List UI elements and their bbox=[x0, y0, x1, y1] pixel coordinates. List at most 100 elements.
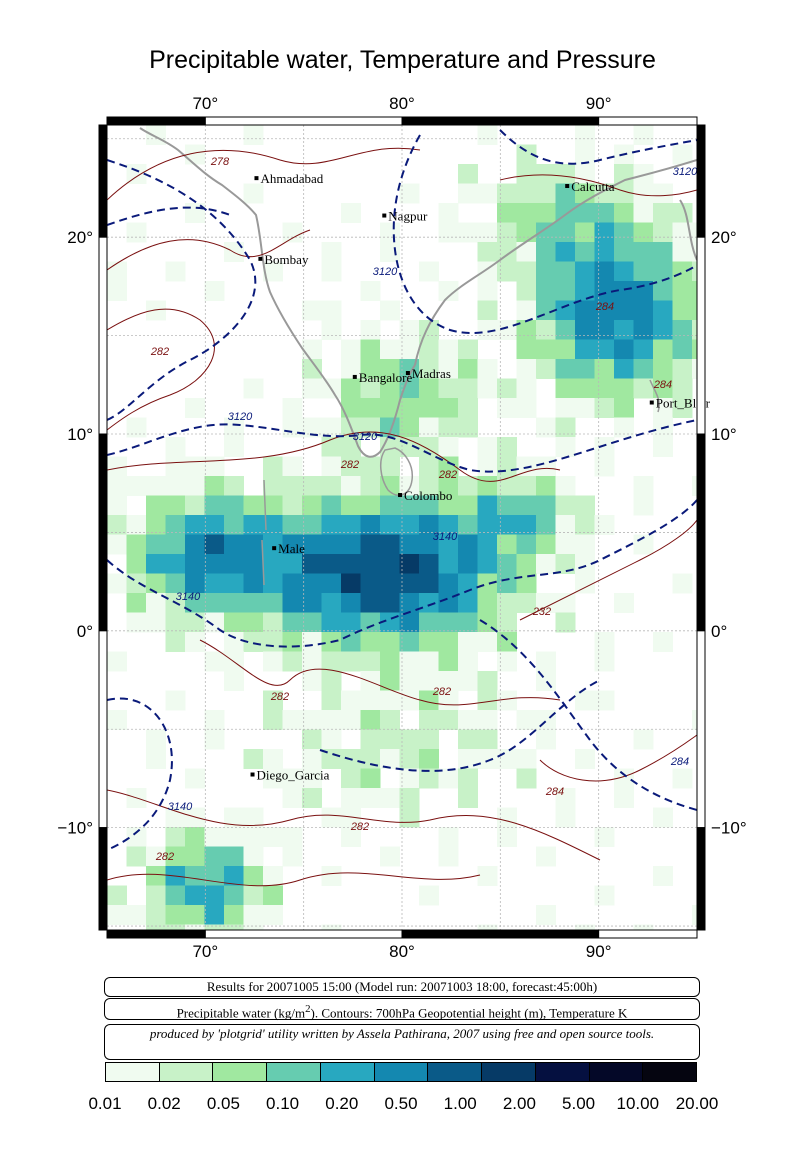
pw-cell bbox=[614, 261, 634, 282]
pw-cell bbox=[263, 749, 283, 769]
pw-cell bbox=[399, 768, 420, 789]
pw-cell bbox=[614, 320, 634, 340]
pw-cell bbox=[360, 729, 381, 750]
pw-cell bbox=[575, 125, 595, 145]
lat-label-left: 0° bbox=[77, 622, 93, 641]
pw-cell bbox=[477, 281, 498, 301]
pw-cell bbox=[419, 573, 439, 594]
pw-cell bbox=[575, 339, 595, 360]
pw-cell bbox=[653, 339, 673, 360]
pw-cell bbox=[185, 905, 205, 925]
axis-tick-labels: 70° 70° 80° 80° 90° 90° 20° 20° 10° 10° 0° 0° −10° −1… bbox=[57, 94, 746, 960]
pw-cell bbox=[555, 534, 576, 555]
legend-caption-prefix: Precipitable water (kg/m bbox=[176, 1005, 306, 1021]
pw-cell bbox=[516, 515, 537, 535]
pw-cell bbox=[185, 768, 205, 789]
lon-label-top: 80° bbox=[389, 94, 415, 113]
pw-cell bbox=[614, 359, 634, 379]
pw-cell bbox=[594, 690, 615, 711]
pw-cell bbox=[165, 612, 186, 633]
pw-cell bbox=[341, 788, 361, 808]
pw-cell bbox=[555, 612, 576, 633]
pw-cell bbox=[146, 593, 166, 613]
frame-segment-left bbox=[98, 827, 108, 931]
pw-cell bbox=[380, 456, 400, 477]
pw-cell bbox=[497, 261, 517, 282]
pw-cell bbox=[224, 495, 244, 516]
pw-cell bbox=[302, 515, 322, 535]
pw-cell bbox=[224, 554, 244, 574]
pw-cell bbox=[126, 827, 147, 847]
pw-cell bbox=[204, 495, 225, 516]
pw-cell bbox=[399, 476, 420, 496]
contour-lines bbox=[107, 129, 697, 887]
colorbar-tick-label: 0.01 bbox=[88, 1094, 122, 1113]
pw-cell bbox=[243, 749, 264, 769]
pw-cell bbox=[243, 183, 264, 204]
pw-cell bbox=[185, 573, 205, 594]
pw-cell bbox=[575, 359, 595, 379]
pw-cell bbox=[399, 690, 420, 711]
lon-label-bottom: 90° bbox=[586, 942, 612, 960]
pw-cell bbox=[594, 339, 615, 360]
city-label: Ahmadabad bbox=[260, 171, 323, 186]
colorbar-swatch bbox=[535, 1063, 590, 1081]
pw-cell bbox=[438, 632, 459, 652]
city-label: Colombo bbox=[404, 488, 452, 503]
pw-cell bbox=[321, 417, 342, 438]
pw-cell bbox=[555, 300, 576, 321]
pw-cell bbox=[555, 554, 576, 574]
pw-cell bbox=[477, 378, 498, 399]
pw-cell bbox=[321, 476, 342, 496]
pw-cell bbox=[224, 593, 244, 613]
pw-cell bbox=[204, 905, 225, 925]
pw-cell bbox=[419, 554, 439, 574]
colorbar-swatch bbox=[106, 1063, 160, 1081]
pw-cell bbox=[477, 300, 498, 321]
pw-cell bbox=[594, 651, 615, 672]
pw-cell bbox=[458, 729, 478, 750]
pw-cell bbox=[419, 729, 439, 750]
pw-cell bbox=[575, 573, 595, 594]
pw-cell bbox=[614, 183, 634, 204]
pw-cell bbox=[399, 612, 420, 633]
pw-cell bbox=[458, 183, 478, 204]
pw-cell bbox=[536, 164, 556, 184]
pw-cell bbox=[263, 495, 283, 516]
pw-cell bbox=[419, 651, 439, 672]
colorbar-tick-label: 0.10 bbox=[266, 1094, 300, 1113]
pw-cell bbox=[653, 866, 673, 886]
pw-cell bbox=[360, 612, 381, 633]
pw-cell bbox=[302, 593, 322, 613]
pw-cell bbox=[321, 729, 342, 750]
pw-cell bbox=[126, 534, 147, 555]
pw-cell bbox=[575, 261, 595, 282]
pw-cell bbox=[204, 612, 225, 633]
pw-cell bbox=[243, 515, 264, 535]
pw-cell bbox=[165, 690, 186, 711]
pw-cell bbox=[263, 866, 283, 886]
pw-cell bbox=[477, 573, 498, 594]
pw-cell bbox=[555, 281, 576, 301]
pw-cell bbox=[224, 612, 244, 633]
pw-cell bbox=[282, 827, 303, 847]
pw-cell bbox=[360, 339, 381, 360]
pw-cell bbox=[380, 476, 400, 496]
pw-cell bbox=[633, 320, 654, 340]
pw-cell bbox=[633, 261, 654, 282]
pw-cell bbox=[380, 554, 400, 574]
pw-cell bbox=[360, 573, 381, 594]
pw-cell bbox=[380, 222, 400, 243]
pw-cell bbox=[263, 632, 283, 652]
pw-cell bbox=[302, 632, 322, 652]
pw-cell bbox=[458, 398, 478, 418]
pw-cell bbox=[692, 281, 697, 301]
pw-cell bbox=[321, 534, 342, 555]
pw-cell bbox=[380, 749, 400, 769]
pw-cell bbox=[146, 534, 166, 555]
colorbar-tick-label: 20.00 bbox=[675, 1094, 719, 1113]
frame-segment-top bbox=[106, 116, 206, 126]
pw-cell bbox=[185, 495, 205, 516]
pw-cell bbox=[282, 768, 303, 789]
contour-label: 284 bbox=[670, 756, 689, 768]
